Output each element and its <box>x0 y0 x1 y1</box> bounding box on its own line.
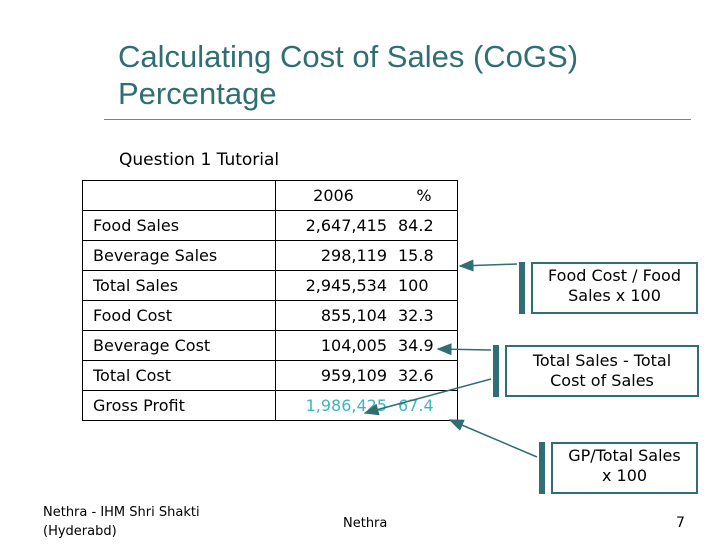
table-row-total-sales: Total Sales 2,945,534 100 <box>82 270 458 301</box>
callout-food-cost: Food Cost / Food Sales x 100 <box>519 262 698 314</box>
arrow-to-sales-row <box>363 378 492 416</box>
header-percent-cell: % <box>391 180 458 211</box>
callout-line: Sales x 100 <box>568 286 661 305</box>
row-value: 959,109 <box>275 360 391 391</box>
row-label: Beverage Cost <box>82 330 276 361</box>
table-row-beverage-cost: Beverage Cost 104,005 34.9 <box>82 330 458 361</box>
cogs-table: 2006 % Food Sales 2,647,415 84.2 Beverag… <box>82 180 458 421</box>
slide-title: Calculating Cost of Sales (CoGS) Percent… <box>118 38 678 112</box>
table-header-row: 2006 % <box>82 180 458 211</box>
callout-line: Food Cost / Food <box>548 266 681 285</box>
callout-total-cost: Total Sales - Total Cost of Sales <box>493 345 699 397</box>
row-label: Gross Profit <box>82 390 276 421</box>
row-label: Beverage Sales <box>82 240 276 271</box>
footer-source: Nethra - IHM Shri Shakti (Hyderabd) <box>43 503 200 541</box>
slide-subtitle: Question 1 Tutorial <box>119 150 280 170</box>
footer-author: Nethra <box>343 516 388 531</box>
callout-gross-profit: GP/Total Sales x 100 <box>539 442 698 494</box>
row-percent: 15.8 <box>391 240 458 271</box>
row-label: Total Cost <box>82 360 276 391</box>
title-divider <box>104 119 691 120</box>
header-label-cell <box>82 180 276 211</box>
callout-line: GP/Total Sales <box>568 446 681 465</box>
row-value: 855,104 <box>275 300 391 331</box>
title-line-2: Percentage <box>118 76 277 111</box>
table-row-food-cost: Food Cost 855,104 32.3 <box>82 300 458 331</box>
page-number: 7 <box>676 515 685 531</box>
table-row-beverage-sales: Beverage Sales 298,119 15.8 <box>82 240 458 271</box>
footer-line: (Hyderabd) <box>43 524 117 539</box>
callout-line: Cost of Sales <box>550 371 654 390</box>
row-percent: 100 <box>391 270 458 301</box>
footer-line: Nethra - IHM Shri Shakti <box>43 505 200 520</box>
callout-line: Total Sales - Total <box>532 351 672 370</box>
table-row-gross-profit: Gross Profit 1,986,425 67.4 <box>82 390 458 421</box>
row-percent-highlight: 67.4 <box>391 390 458 421</box>
table-row-total-cost: Total Cost 959,109 32.6 <box>82 360 458 391</box>
arrow-to-food-cost <box>458 259 518 272</box>
row-label: Food Cost <box>82 300 276 331</box>
callout-line: x 100 <box>601 466 648 485</box>
row-value: 104,005 <box>275 330 391 361</box>
row-percent: 32.6 <box>391 360 458 391</box>
row-label: Total Sales <box>82 270 276 301</box>
row-percent: 84.2 <box>391 210 458 241</box>
arrow-to-total-cost <box>436 343 492 356</box>
title-line-1: Calculating Cost of Sales (CoGS) <box>118 39 579 74</box>
arrow-to-gross-profit <box>448 419 538 458</box>
